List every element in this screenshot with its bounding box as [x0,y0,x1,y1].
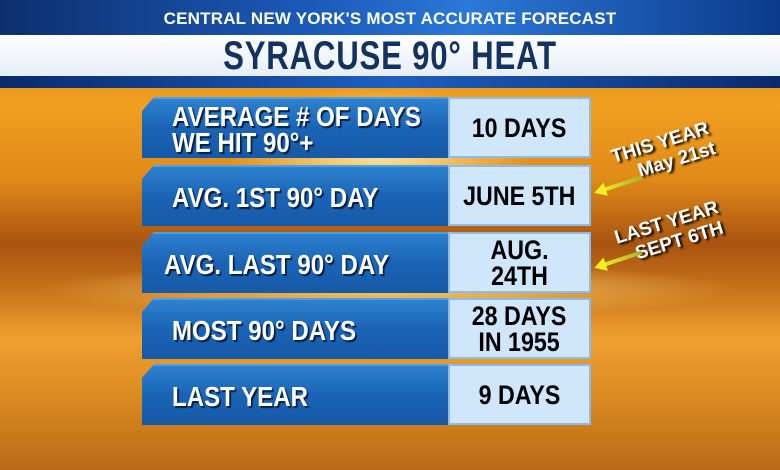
stat-value-text: JUNE 5TH [463,180,576,211]
stat-value-text: AUG. 24TH [490,234,549,291]
stat-label: LAST YEAR [172,380,309,412]
banner-divider [0,76,780,88]
stat-label: AVG. 1ST 90° DAY [172,181,379,213]
stat-value-text: 28 DAYS IN 1955 [472,300,567,357]
stat-row-last-year: LAST YEAR 9 DAYS [142,364,591,425]
stat-value: AUG. 24TH [448,232,591,293]
stat-row-last-day: AVG. LAST 90° DAY AUG. 24TH [142,232,591,293]
stat-value: 10 DAYS [448,97,591,158]
annotation-this-year: THIS YEAR May 21st [608,118,718,188]
stat-label-bg: LAST YEAR [142,364,448,425]
stat-value-text: 10 DAYS [472,112,567,143]
stat-label: AVG. LAST 90° DAY [164,248,390,280]
stat-value: 9 DAYS [448,364,591,425]
stat-label-bg: MOST 90° DAYS [142,298,448,359]
stat-label-bg: AVERAGE # OF DAYS WE HIT 90°+ [142,97,448,158]
stat-value: JUNE 5TH [448,165,591,226]
stat-label-bg: AVG. 1ST 90° DAY [142,165,448,226]
stat-label-bg: AVG. LAST 90° DAY [142,232,448,293]
title-banner [0,35,780,76]
stat-value-text: 9 DAYS [478,379,561,410]
arrowhead-icon [592,257,608,275]
stat-row-first-day: AVG. 1ST 90° DAY JUNE 5TH [142,165,591,226]
page-title: SYRACUSE 90° HEAT [223,34,557,78]
arrowhead-icon [592,182,608,200]
tagline: CENTRAL NEW YORK'S MOST ACCURATE FORECAS… [163,9,617,28]
stat-value: 28 DAYS IN 1955 [448,298,591,359]
top-banner [0,0,780,35]
stat-row-most-days: MOST 90° DAYS 28 DAYS IN 1955 [142,298,591,359]
stat-row-average-days: AVERAGE # OF DAYS WE HIT 90°+ 10 DAYS [142,97,591,158]
stat-label: MOST 90° DAYS [172,314,357,346]
stat-label: AVERAGE # OF DAYS WE HIT 90°+ [172,100,421,158]
